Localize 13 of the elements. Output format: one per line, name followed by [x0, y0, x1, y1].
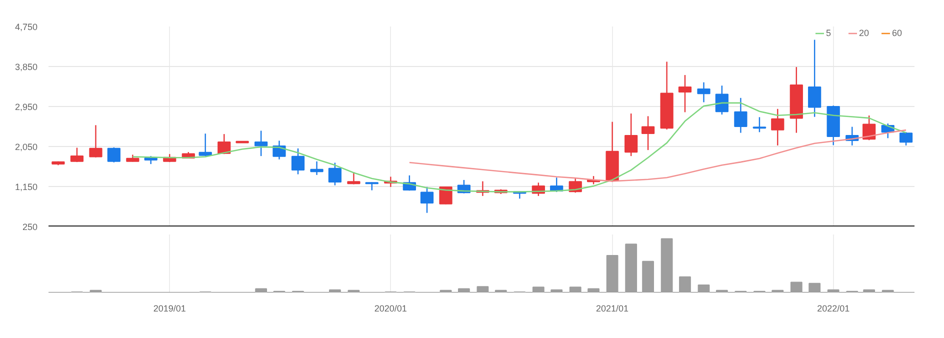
- y-tick-label: 2,950: [14, 102, 38, 112]
- y-tick-label: 1,150: [14, 182, 38, 192]
- x-tick-label: 2022/01: [817, 304, 850, 314]
- x-tick-label: 2021/01: [596, 304, 629, 314]
- x-tick-label: 2020/01: [374, 304, 407, 314]
- legend-label: 60: [892, 28, 904, 38]
- legend-label: 5: [826, 28, 832, 38]
- y-tick-label: 4,750: [14, 22, 38, 32]
- y-tick-label: 3,850: [14, 62, 38, 72]
- y-tick-label: 2,050: [14, 142, 38, 152]
- x-tick-label: 2019/01: [153, 304, 186, 314]
- legend-label: 20: [859, 28, 870, 38]
- y-tick-label: 250: [22, 222, 38, 232]
